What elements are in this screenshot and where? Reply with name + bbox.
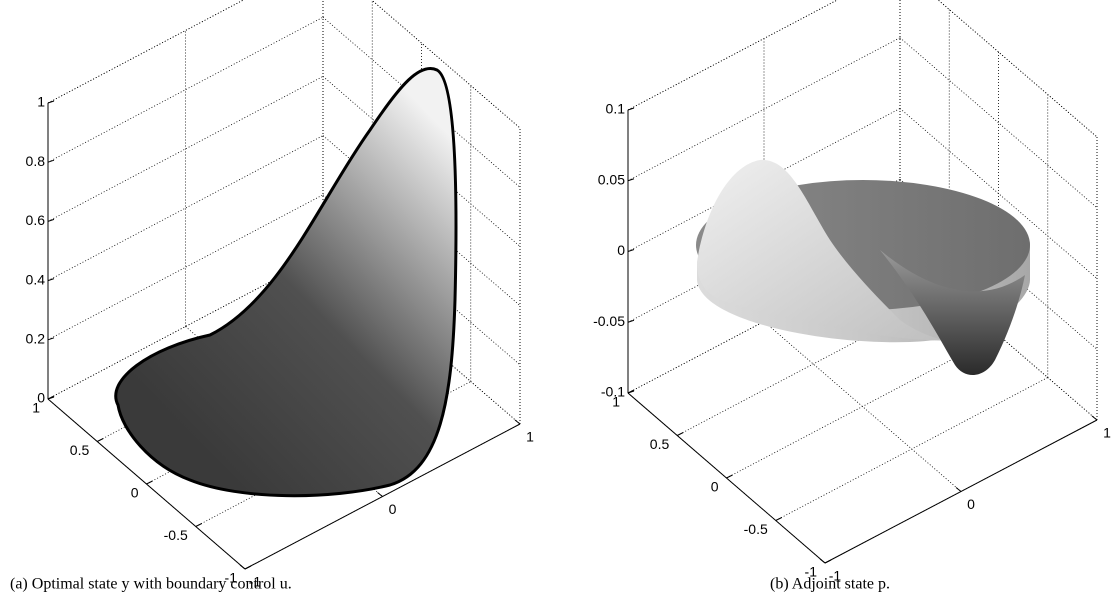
z-tick-label: -0.05 (593, 313, 625, 329)
x-tick-label: 1 (526, 429, 534, 445)
x-tick-label: -1 (829, 568, 842, 584)
grid-line (627, 37, 901, 182)
z-tick-label: -0.1 (601, 384, 625, 400)
grid-line (322, 135, 521, 306)
y-tick-label: -0.5 (744, 521, 768, 537)
tick-mark (627, 107, 635, 111)
tick-mark (97, 438, 104, 442)
tick-mark (627, 249, 635, 252)
tick-mark (514, 419, 521, 425)
grid-line (47, 16, 324, 163)
x-tick-label: 1 (1103, 425, 1111, 441)
grid-line (195, 381, 471, 527)
y-tick-label: 1 (612, 394, 620, 410)
grid-line (899, 249, 1098, 421)
surface (114, 67, 458, 498)
x-tick-label: -1 (249, 574, 262, 590)
grid-line (627, 392, 826, 564)
tick-mark (239, 564, 246, 570)
surface (696, 159, 1030, 376)
grid-line (775, 377, 1048, 521)
caption: (a) Optimal state y with boundary contro… (10, 576, 292, 593)
y-tick-label: 0.5 (650, 436, 670, 452)
tick-mark (824, 559, 832, 564)
grid-line (322, 16, 521, 188)
z-tick-label: 0 (617, 242, 625, 258)
grid-line (322, 76, 521, 247)
tick-mark (677, 432, 684, 436)
y-tick-label: 0.5 (70, 442, 90, 458)
grid-line (677, 292, 950, 436)
tick-mark (47, 218, 55, 222)
y-tick-label: -1 (225, 570, 238, 586)
grids (47, 0, 1098, 570)
z-tick-label: 0 (37, 390, 45, 406)
tick-mark (627, 178, 635, 182)
tick-mark (47, 337, 55, 341)
tick-mark (195, 523, 202, 527)
tick-mark (819, 558, 826, 564)
tick-mark (955, 487, 962, 492)
z-tick-label: 0.1 (606, 101, 626, 117)
grid-line (726, 334, 999, 479)
grid-line (47, 135, 324, 281)
tick-mark (377, 492, 383, 497)
tick-mark (47, 395, 55, 400)
tick-mark (244, 565, 252, 570)
tick-mark (726, 474, 733, 479)
grid-line (937, 0, 1098, 138)
grid-line (47, 76, 324, 222)
z-tick-label: 0.8 (26, 153, 46, 169)
grid-line (899, 37, 1098, 209)
grid-line (371, 0, 521, 129)
box-edge (47, 0, 245, 104)
grid-line (322, 253, 521, 425)
caption: (b) Adjoint state p. (770, 576, 890, 593)
grid-line (824, 419, 1098, 564)
tick-mark (775, 517, 782, 521)
tick-mark (47, 159, 55, 163)
x-tick-label: 0 (967, 496, 975, 512)
tick-mark (146, 480, 153, 485)
z-tick-label: 0.4 (26, 271, 46, 287)
y-tick-label: -1 (805, 564, 818, 580)
grid-line (47, 253, 324, 400)
grid-line (47, 194, 324, 341)
z-tick-label: 0.6 (26, 212, 46, 228)
grid-line (763, 321, 962, 492)
z-tick-label: 0.2 (26, 331, 46, 347)
tick-mark (1091, 415, 1098, 421)
grid-line (899, 108, 1098, 279)
y-tick-label: 1 (32, 400, 40, 416)
y-tick-label: 0 (711, 479, 719, 495)
labels: 00.20.40.60.81-101-1-0.500.51(a) Optimal… (10, 94, 1111, 593)
y-tick-label: -0.5 (164, 527, 188, 543)
grid-line (322, 194, 521, 366)
y-tick-label: 0 (131, 485, 139, 501)
z-tick-label: 1 (37, 94, 45, 110)
tick-mark (627, 319, 635, 323)
tick-mark (47, 100, 55, 104)
z-tick-label: 0.05 (598, 171, 625, 187)
box-edge (937, 0, 1098, 138)
grid-line (47, 0, 245, 104)
tick-mark (627, 389, 635, 394)
grid-line (47, 398, 246, 570)
tick-mark (47, 278, 55, 282)
x-tick-label: 0 (389, 501, 397, 517)
grid-line (244, 423, 521, 570)
grid-line (899, 178, 1098, 350)
